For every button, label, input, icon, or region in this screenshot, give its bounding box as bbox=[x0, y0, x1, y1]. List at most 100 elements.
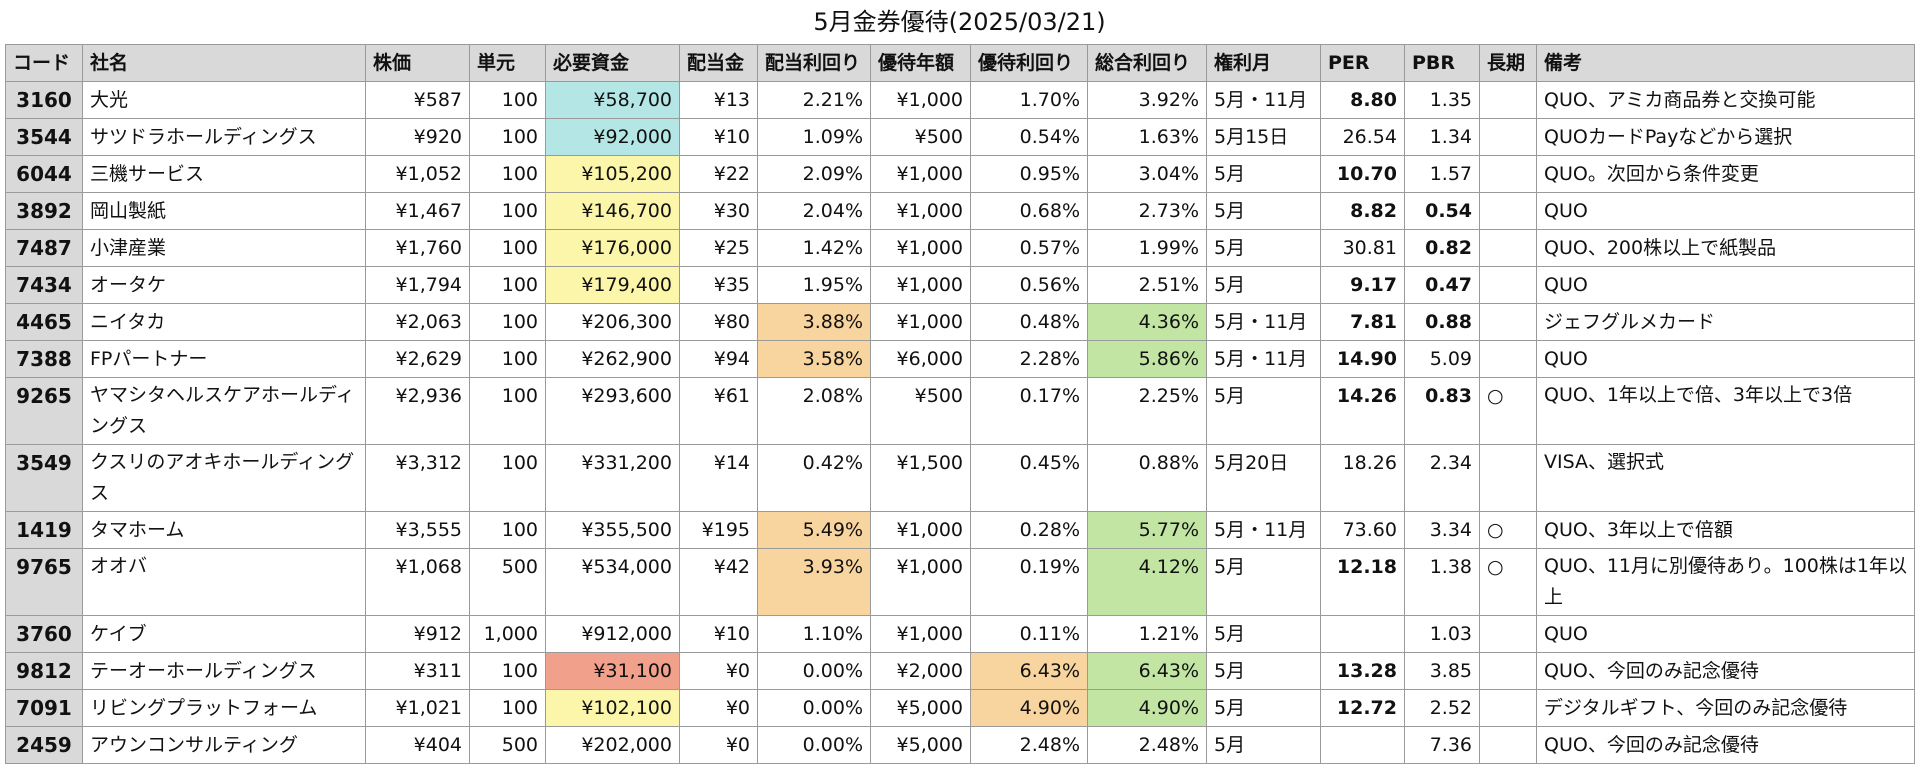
cell-perk-value[interactable]: ¥1,000 bbox=[870, 548, 971, 616]
cell-dividend[interactable]: ¥0 bbox=[679, 652, 758, 690]
cell-long-term[interactable]: ○ bbox=[1479, 511, 1537, 549]
column-header[interactable]: PBR bbox=[1404, 44, 1480, 82]
cell-note[interactable]: QUO、3年以上で倍額 bbox=[1536, 511, 1915, 549]
column-header[interactable]: PER bbox=[1320, 44, 1405, 82]
column-header[interactable]: 配当利回り bbox=[757, 44, 871, 82]
cell-required-fund[interactable]: ¥179,400 bbox=[545, 266, 680, 304]
cell-pbr[interactable]: 1.34 bbox=[1404, 118, 1480, 156]
cell-note[interactable]: QUO bbox=[1536, 266, 1915, 304]
cell-perk-yield[interactable]: 0.95% bbox=[970, 155, 1088, 193]
cell-unit[interactable]: 100 bbox=[469, 192, 546, 230]
cell-dividend[interactable]: ¥94 bbox=[679, 340, 758, 378]
cell-perk-value[interactable]: ¥1,000 bbox=[870, 81, 971, 119]
cell-dividend[interactable]: ¥0 bbox=[679, 689, 758, 727]
cell-perk-yield[interactable]: 1.70% bbox=[970, 81, 1088, 119]
cell-note[interactable]: ジェフグルメカード bbox=[1536, 303, 1915, 341]
cell-unit[interactable]: 100 bbox=[469, 340, 546, 378]
cell-dividend-yield[interactable]: 0.42% bbox=[757, 444, 871, 512]
cell-long-term[interactable] bbox=[1479, 652, 1537, 690]
cell-record-month[interactable]: 5月 bbox=[1206, 266, 1321, 304]
cell-long-term[interactable] bbox=[1479, 340, 1537, 378]
cell-company[interactable]: ヤマシタヘルスケアホールディングス bbox=[82, 377, 366, 445]
cell-dividend-yield[interactable]: 2.09% bbox=[757, 155, 871, 193]
cell-pbr[interactable]: 2.52 bbox=[1404, 689, 1480, 727]
cell-pbr[interactable]: 5.09 bbox=[1404, 340, 1480, 378]
cell-required-fund[interactable]: ¥206,300 bbox=[545, 303, 680, 341]
cell-price[interactable]: ¥3,555 bbox=[365, 511, 470, 549]
cell-per[interactable]: 26.54 bbox=[1320, 118, 1405, 156]
cell-total-yield[interactable]: 2.73% bbox=[1087, 192, 1207, 230]
cell-long-term[interactable]: ○ bbox=[1479, 548, 1537, 616]
cell-required-fund[interactable]: ¥105,200 bbox=[545, 155, 680, 193]
cell-dividend[interactable]: ¥10 bbox=[679, 615, 758, 653]
cell-required-fund[interactable]: ¥202,000 bbox=[545, 726, 680, 764]
cell-unit[interactable]: 100 bbox=[469, 118, 546, 156]
cell-perk-value[interactable]: ¥5,000 bbox=[870, 726, 971, 764]
cell-record-month[interactable]: 5月・11月 bbox=[1206, 303, 1321, 341]
cell-unit[interactable]: 100 bbox=[469, 155, 546, 193]
cell-unit[interactable]: 100 bbox=[469, 511, 546, 549]
cell-record-month[interactable]: 5月20日 bbox=[1206, 444, 1321, 512]
cell-pbr[interactable]: 7.36 bbox=[1404, 726, 1480, 764]
cell-code[interactable]: 9765 bbox=[5, 548, 83, 616]
cell-required-fund[interactable]: ¥355,500 bbox=[545, 511, 680, 549]
cell-unit[interactable]: 500 bbox=[469, 548, 546, 616]
cell-pbr[interactable]: 0.83 bbox=[1404, 377, 1480, 445]
cell-perk-value[interactable]: ¥1,000 bbox=[870, 155, 971, 193]
cell-dividend-yield[interactable]: 2.21% bbox=[757, 81, 871, 119]
cell-record-month[interactable]: 5月 bbox=[1206, 615, 1321, 653]
cell-long-term[interactable] bbox=[1479, 266, 1537, 304]
cell-perk-yield[interactable]: 0.57% bbox=[970, 229, 1088, 267]
cell-code[interactable]: 2459 bbox=[5, 726, 83, 764]
cell-record-month[interactable]: 5月15日 bbox=[1206, 118, 1321, 156]
cell-unit[interactable]: 100 bbox=[469, 689, 546, 727]
cell-perk-value[interactable]: ¥500 bbox=[870, 377, 971, 445]
cell-required-fund[interactable]: ¥912,000 bbox=[545, 615, 680, 653]
cell-per[interactable]: 30.81 bbox=[1320, 229, 1405, 267]
cell-perk-value[interactable]: ¥1,000 bbox=[870, 615, 971, 653]
cell-code[interactable]: 7487 bbox=[5, 229, 83, 267]
cell-total-yield[interactable]: 3.92% bbox=[1087, 81, 1207, 119]
cell-total-yield[interactable]: 2.25% bbox=[1087, 377, 1207, 445]
cell-total-yield[interactable]: 0.88% bbox=[1087, 444, 1207, 512]
cell-note[interactable]: QUOカードPayなどから選択 bbox=[1536, 118, 1915, 156]
cell-dividend-yield[interactable]: 3.88% bbox=[757, 303, 871, 341]
cell-per[interactable]: 18.26 bbox=[1320, 444, 1405, 512]
cell-perk-yield[interactable]: 4.90% bbox=[970, 689, 1088, 727]
column-header[interactable]: 総合利回り bbox=[1087, 44, 1207, 82]
cell-total-yield[interactable]: 4.36% bbox=[1087, 303, 1207, 341]
cell-required-fund[interactable]: ¥534,000 bbox=[545, 548, 680, 616]
cell-dividend[interactable]: ¥80 bbox=[679, 303, 758, 341]
cell-code[interactable]: 7434 bbox=[5, 266, 83, 304]
cell-required-fund[interactable]: ¥262,900 bbox=[545, 340, 680, 378]
cell-perk-yield[interactable]: 2.28% bbox=[970, 340, 1088, 378]
cell-code[interactable]: 3549 bbox=[5, 444, 83, 512]
cell-price[interactable]: ¥2,629 bbox=[365, 340, 470, 378]
cell-required-fund[interactable]: ¥331,200 bbox=[545, 444, 680, 512]
cell-pbr[interactable]: 1.57 bbox=[1404, 155, 1480, 193]
cell-total-yield[interactable]: 5.86% bbox=[1087, 340, 1207, 378]
cell-note[interactable]: デジタルギフト、今回のみ記念優待 bbox=[1536, 689, 1915, 727]
cell-pbr[interactable]: 0.82 bbox=[1404, 229, 1480, 267]
cell-perk-yield[interactable]: 0.54% bbox=[970, 118, 1088, 156]
cell-price[interactable]: ¥1,068 bbox=[365, 548, 470, 616]
cell-perk-value[interactable]: ¥6,000 bbox=[870, 340, 971, 378]
cell-per[interactable]: 9.17 bbox=[1320, 266, 1405, 304]
cell-pbr[interactable]: 0.88 bbox=[1404, 303, 1480, 341]
cell-record-month[interactable]: 5月 bbox=[1206, 377, 1321, 445]
cell-long-term[interactable] bbox=[1479, 689, 1537, 727]
cell-pbr[interactable]: 3.85 bbox=[1404, 652, 1480, 690]
cell-per[interactable]: 8.82 bbox=[1320, 192, 1405, 230]
cell-record-month[interactable]: 5月 bbox=[1206, 155, 1321, 193]
cell-total-yield[interactable]: 6.43% bbox=[1087, 652, 1207, 690]
cell-perk-yield[interactable]: 0.45% bbox=[970, 444, 1088, 512]
cell-unit[interactable]: 500 bbox=[469, 726, 546, 764]
cell-record-month[interactable]: 5月 bbox=[1206, 689, 1321, 727]
cell-perk-value[interactable]: ¥500 bbox=[870, 118, 971, 156]
cell-dividend[interactable]: ¥25 bbox=[679, 229, 758, 267]
cell-pbr[interactable]: 2.34 bbox=[1404, 444, 1480, 512]
cell-dividend[interactable]: ¥42 bbox=[679, 548, 758, 616]
cell-note[interactable]: QUO、1年以上で倍、3年以上で3倍 bbox=[1536, 377, 1915, 445]
cell-price[interactable]: ¥1,021 bbox=[365, 689, 470, 727]
cell-note[interactable]: QUO。次回から条件変更 bbox=[1536, 155, 1915, 193]
